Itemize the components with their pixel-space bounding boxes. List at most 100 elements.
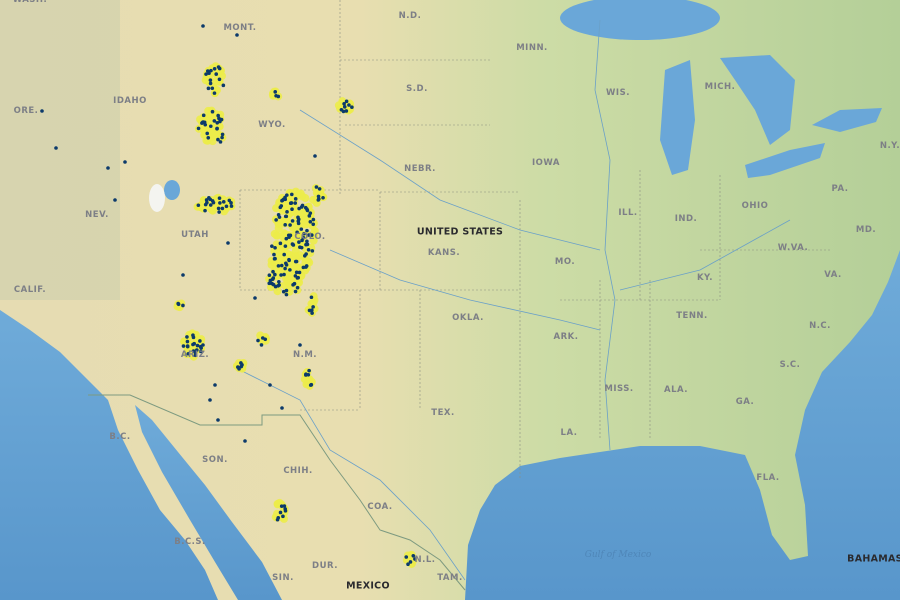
occurrence-point[interactable] [286, 233, 291, 238]
occurrence-point[interactable] [284, 292, 289, 297]
occurrence-point[interactable] [243, 439, 247, 443]
occurrence-point[interactable] [299, 227, 304, 231]
occurrence-point[interactable] [294, 270, 299, 275]
occurrence-point[interactable] [297, 270, 302, 275]
occurrence-point[interactable] [212, 119, 217, 123]
occurrence-point[interactable] [311, 305, 315, 309]
occurrence-point[interactable] [216, 65, 221, 69]
occurrence-point[interactable] [271, 276, 276, 280]
occurrence-point[interactable] [237, 367, 241, 371]
occurrence-point[interactable] [297, 240, 301, 244]
occurrence-point[interactable] [207, 71, 211, 76]
occurrence-point[interactable] [278, 241, 283, 246]
occurrence-point[interactable] [209, 124, 213, 129]
occurrence-point[interactable] [283, 244, 288, 248]
occurrence-point[interactable] [404, 555, 409, 559]
occurrence-point[interactable] [310, 249, 315, 253]
occurrence-point[interactable] [288, 223, 292, 227]
occurrence-point[interactable] [316, 194, 321, 199]
occurrence-point[interactable] [299, 245, 304, 250]
occurrence-point[interactable] [198, 339, 202, 343]
occurrence-point[interactable] [350, 105, 354, 110]
occurrence-point[interactable] [284, 236, 289, 241]
occurrence-point[interactable] [268, 383, 272, 387]
occurrence-point[interactable] [205, 131, 210, 136]
occurrence-point[interactable] [295, 276, 300, 280]
occurrence-point[interactable] [273, 245, 277, 250]
occurrence-point[interactable] [342, 101, 346, 106]
occurrence-point[interactable] [191, 349, 196, 353]
occurrence-point[interactable] [296, 219, 301, 223]
occurrence-point[interactable] [208, 398, 212, 402]
occurrence-point[interactable] [279, 504, 284, 508]
occurrence-point[interactable] [185, 339, 190, 344]
occurrence-point[interactable] [284, 261, 288, 266]
occurrence-point[interactable] [216, 113, 220, 118]
occurrence-point[interactable] [263, 337, 268, 342]
occurrence-point[interactable] [221, 83, 226, 88]
occurrence-point[interactable] [290, 219, 295, 223]
occurrence-point[interactable] [204, 72, 208, 76]
occurrence-point[interactable] [283, 266, 287, 271]
occurrence-point[interactable] [283, 509, 288, 513]
occurrence-point[interactable] [176, 301, 180, 306]
occurrence-point[interactable] [220, 135, 224, 140]
occurrence-point[interactable] [216, 206, 221, 211]
occurrence-point[interactable] [285, 210, 289, 214]
occurrence-point[interactable] [413, 557, 417, 561]
occurrence-point[interactable] [226, 241, 230, 245]
occurrence-point[interactable] [40, 109, 44, 113]
occurrence-point[interactable] [281, 289, 286, 294]
occurrence-point[interactable] [298, 343, 302, 347]
occurrence-point[interactable] [272, 252, 276, 257]
occurrence-point[interactable] [287, 257, 291, 262]
occurrence-point[interactable] [217, 196, 222, 200]
occurrence-point[interactable] [311, 222, 316, 227]
occurrence-point[interactable] [304, 252, 308, 256]
occurrence-point[interactable] [273, 90, 278, 94]
occurrence-point[interactable] [253, 296, 257, 300]
occurrence-point[interactable] [293, 289, 298, 294]
occurrence-point[interactable] [309, 295, 314, 300]
occurrence-point[interactable] [209, 68, 213, 73]
occurrence-point[interactable] [292, 281, 297, 286]
occurrence-point[interactable] [220, 132, 225, 137]
occurrence-point[interactable] [224, 204, 229, 209]
occurrence-point[interactable] [285, 193, 289, 197]
occurrence-point[interactable] [203, 122, 208, 127]
occurrence-point[interactable] [308, 211, 313, 215]
occurrence-point[interactable] [198, 344, 203, 349]
occurrence-point[interactable] [271, 282, 276, 287]
occurrence-point[interactable] [181, 273, 185, 277]
occurrence-point[interactable] [302, 231, 306, 236]
occurrence-point[interactable] [210, 86, 215, 91]
occurrence-point[interactable] [206, 86, 211, 91]
occurrence-point[interactable] [218, 119, 222, 124]
occurrence-point[interactable] [270, 244, 274, 248]
occurrence-point[interactable] [123, 160, 127, 164]
occurrence-point[interactable] [283, 223, 287, 227]
occurrence-point[interactable] [267, 273, 272, 278]
occurrence-point[interactable] [277, 279, 281, 284]
occurrence-point[interactable] [299, 205, 304, 209]
occurrence-point[interactable] [218, 140, 223, 144]
occurrence-point[interactable] [215, 126, 219, 131]
occurrence-point[interactable] [278, 510, 283, 515]
occurrence-point[interactable] [271, 269, 275, 274]
occurrence-point[interactable] [295, 230, 299, 235]
occurrence-point[interactable] [411, 553, 416, 558]
occurrence-point[interactable] [290, 242, 295, 246]
occurrence-point[interactable] [308, 219, 313, 224]
occurrence-point[interactable] [293, 259, 298, 264]
occurrence-point[interactable] [201, 24, 205, 28]
occurrence-point[interactable] [313, 154, 317, 158]
occurrence-point[interactable] [308, 383, 313, 387]
occurrence-point[interactable] [307, 233, 311, 237]
occurrence-point[interactable] [208, 78, 213, 82]
occurrence-point[interactable] [341, 109, 346, 114]
occurrence-point[interactable] [282, 504, 287, 508]
occurrence-point[interactable] [191, 342, 195, 347]
occurrence-point[interactable] [212, 66, 217, 71]
occurrence-point[interactable] [300, 238, 304, 243]
